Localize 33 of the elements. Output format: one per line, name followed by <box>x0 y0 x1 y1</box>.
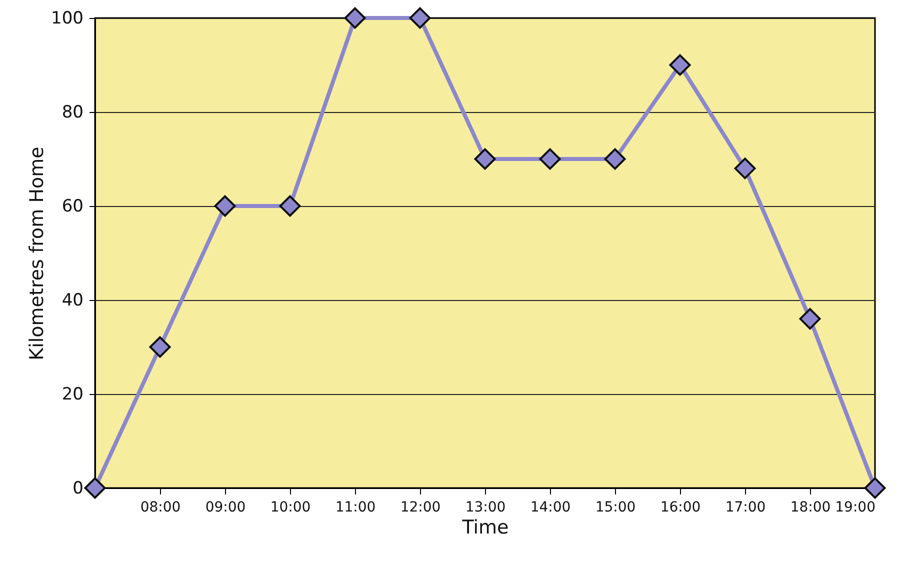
x-axis-title: Time <box>461 516 509 538</box>
point <box>799 308 821 330</box>
point <box>84 477 106 499</box>
point <box>669 54 691 76</box>
point <box>864 477 886 499</box>
point <box>149 336 171 358</box>
point <box>279 195 301 217</box>
y-axis-title: Kilometres from Home <box>26 146 48 360</box>
x-tick-label: 10:00 <box>270 500 311 516</box>
y-tick-label: 0 <box>72 478 84 498</box>
point <box>539 148 561 170</box>
x-tick-label: 18:00 <box>790 500 831 516</box>
point <box>344 7 366 29</box>
x-tick-label: 12:00 <box>400 500 441 516</box>
y-tick-label: 20 <box>62 384 84 404</box>
point <box>604 148 626 170</box>
x-tick-label: 17:00 <box>725 500 766 516</box>
point <box>214 195 236 217</box>
x-tick-label: 11:00 <box>335 500 376 516</box>
x-tick-label: 16:00 <box>660 500 701 516</box>
point <box>734 158 756 180</box>
y-tick-label: 60 <box>62 196 84 216</box>
x-tick-label: 19:00 <box>835 500 876 516</box>
point <box>474 148 496 170</box>
y-tick-label: 80 <box>62 102 84 122</box>
x-tick-label: 09:00 <box>205 500 246 516</box>
y-tick-label: 100 <box>51 8 84 28</box>
x-tick-label: 08:00 <box>140 500 181 516</box>
point <box>409 7 431 29</box>
x-tick-label: 14:00 <box>530 500 571 516</box>
x-tick-label: 13:00 <box>465 500 506 516</box>
x-tick-label: 15:00 <box>595 500 636 516</box>
y-tick-label: 40 <box>62 290 84 310</box>
